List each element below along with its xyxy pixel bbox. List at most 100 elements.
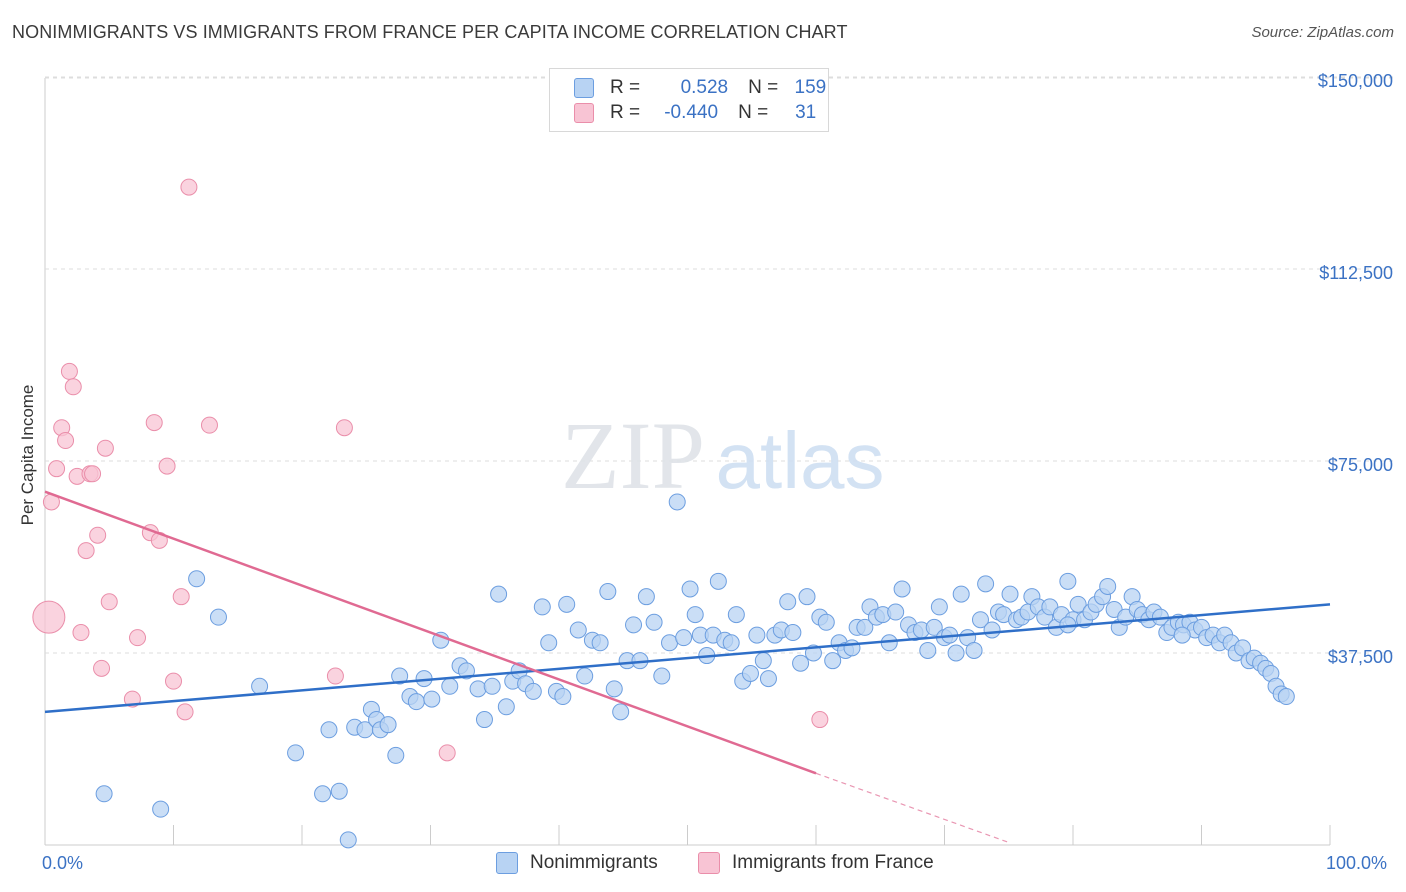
immigrants-trend-extension [815, 772, 1009, 844]
nonimmigrant-point [887, 603, 905, 621]
immigrant-point [172, 588, 190, 606]
legend-r-label: R = [610, 77, 641, 98]
watermark-zip: ZIP [561, 402, 705, 509]
nonimmigrant-point [591, 634, 609, 652]
nonimmigrant-point [675, 629, 693, 647]
nonimmigrant-point [497, 698, 515, 716]
nonimmigrant-point [612, 703, 630, 721]
immigrant-point [96, 439, 114, 457]
nonimmigrant-point [856, 618, 874, 636]
nonimmigrant-point [490, 585, 508, 603]
chart-title: NONIMMIGRANTS VS IMMIGRANTS FROM FRANCE … [12, 22, 848, 42]
immigrant-point [129, 629, 147, 647]
nonimmigrant-point [893, 580, 911, 598]
immigrant-point [145, 414, 163, 432]
immigrant-point [64, 378, 82, 396]
legend-n-value: 159 [794, 77, 827, 98]
nonimmigrant-point [1277, 688, 1295, 706]
nonimmigrant-point [779, 593, 797, 611]
immigrant-point [89, 526, 107, 544]
immigrant-point [438, 744, 456, 762]
immigrant-point [176, 703, 194, 721]
nonimmigrant-point [569, 621, 587, 639]
y-tick-label: $75,000 [1328, 455, 1393, 475]
nonimmigrant-point [645, 613, 663, 631]
nonimmigrant-point [727, 606, 745, 624]
immigrant-point [32, 600, 66, 634]
nonimmigrant-point [843, 639, 861, 657]
nonimmigrant-point [952, 585, 970, 603]
nonimmigrant-point [599, 583, 617, 601]
nonimmigrant-point [540, 634, 558, 652]
nonimmigrant-point [391, 667, 409, 685]
trend-lines [44, 490, 1331, 844]
immigrant-point [48, 460, 66, 478]
nonimmigrant-point [919, 641, 937, 659]
nonimmigrant-point [152, 800, 170, 818]
nonimmigrant-point [554, 688, 572, 706]
legend-r-label: R = [610, 102, 641, 123]
nonimmigrant-point [759, 670, 777, 688]
nonimmigrant-point [965, 641, 983, 659]
legend-r-value: 0.528 [680, 77, 729, 98]
nonimmigrant-point [686, 606, 704, 624]
legend-row-immigrants: R = -0.440 N = 31 [574, 101, 816, 125]
nonimmigrant-point [668, 493, 686, 511]
nonimmigrant-point [681, 580, 699, 598]
nonimmigrant-point [798, 588, 816, 606]
nonimmigrants-points [95, 493, 1295, 849]
nonimmigrant-point [188, 570, 206, 588]
nonimmigrant-point [741, 664, 759, 682]
nonimmigrant-point [379, 716, 397, 734]
nonimmigrant-point [251, 677, 269, 695]
immigrant-point [326, 667, 344, 685]
nonimmigrant-point [314, 785, 332, 803]
nonimmigrant-point [387, 746, 405, 764]
x-tick-label-max: 100.0% [1326, 853, 1388, 873]
y-tick-labels: $37,500 $75,000 $112,500 $150,000 [1318, 71, 1393, 667]
immigrant-point [77, 542, 95, 560]
nonimmigrant-point [605, 680, 623, 698]
nonimmigrant-point [469, 680, 487, 698]
nonimmigrant-point [330, 782, 348, 800]
nonimmigrant-point [576, 667, 594, 685]
nonimmigrant-point [947, 644, 965, 662]
nonimmigrant-point [209, 608, 227, 626]
immigrant-point [811, 711, 829, 729]
legend-swatch-blue [574, 78, 594, 98]
nonimmigrant-point [637, 588, 655, 606]
bottom-legend-label: Nonimmigrants [530, 852, 658, 873]
nonimmigrants-trend-line [44, 603, 1331, 714]
nonimmigrant-point [558, 595, 576, 613]
x-tick-label-min: 0.0% [42, 853, 84, 873]
nonimmigrant-point [475, 711, 493, 729]
nonimmigrant-point [524, 682, 542, 700]
legend-swatch-pink [574, 103, 594, 123]
nonimmigrant-point [817, 613, 835, 631]
nonimmigrant-point [754, 652, 772, 670]
immigrant-point [200, 416, 218, 434]
bottom-legend-nonimmigrants: Nonimmigrants [496, 852, 658, 874]
nonimmigrant-point [977, 575, 995, 593]
nonimmigrant-point [320, 721, 338, 739]
nonimmigrant-point [1099, 577, 1117, 595]
immigrants-trend-line [44, 490, 817, 775]
nonimmigrant-point [407, 693, 425, 711]
nonimmigrant-point [533, 598, 551, 616]
nonimmigrant-point [824, 652, 842, 670]
nonimmigrant-point [709, 572, 727, 590]
nonimmigrant-point [930, 598, 948, 616]
nonimmigrant-point [784, 624, 802, 642]
legend-n-label: N = [748, 77, 779, 98]
immigrant-point [93, 659, 111, 677]
nonimmigrant-point [1069, 595, 1087, 613]
nonimmigrant-point [287, 744, 305, 762]
bottom-legend-label: Immigrants from France [732, 852, 934, 873]
nonimmigrant-point [625, 616, 643, 634]
nonimmigrant-point [971, 611, 989, 629]
chart-source: Source: ZipAtlas.com [1251, 24, 1394, 41]
nonimmigrant-point [661, 634, 679, 652]
legend-n-label: N = [738, 102, 769, 123]
nonimmigrant-point [722, 634, 740, 652]
